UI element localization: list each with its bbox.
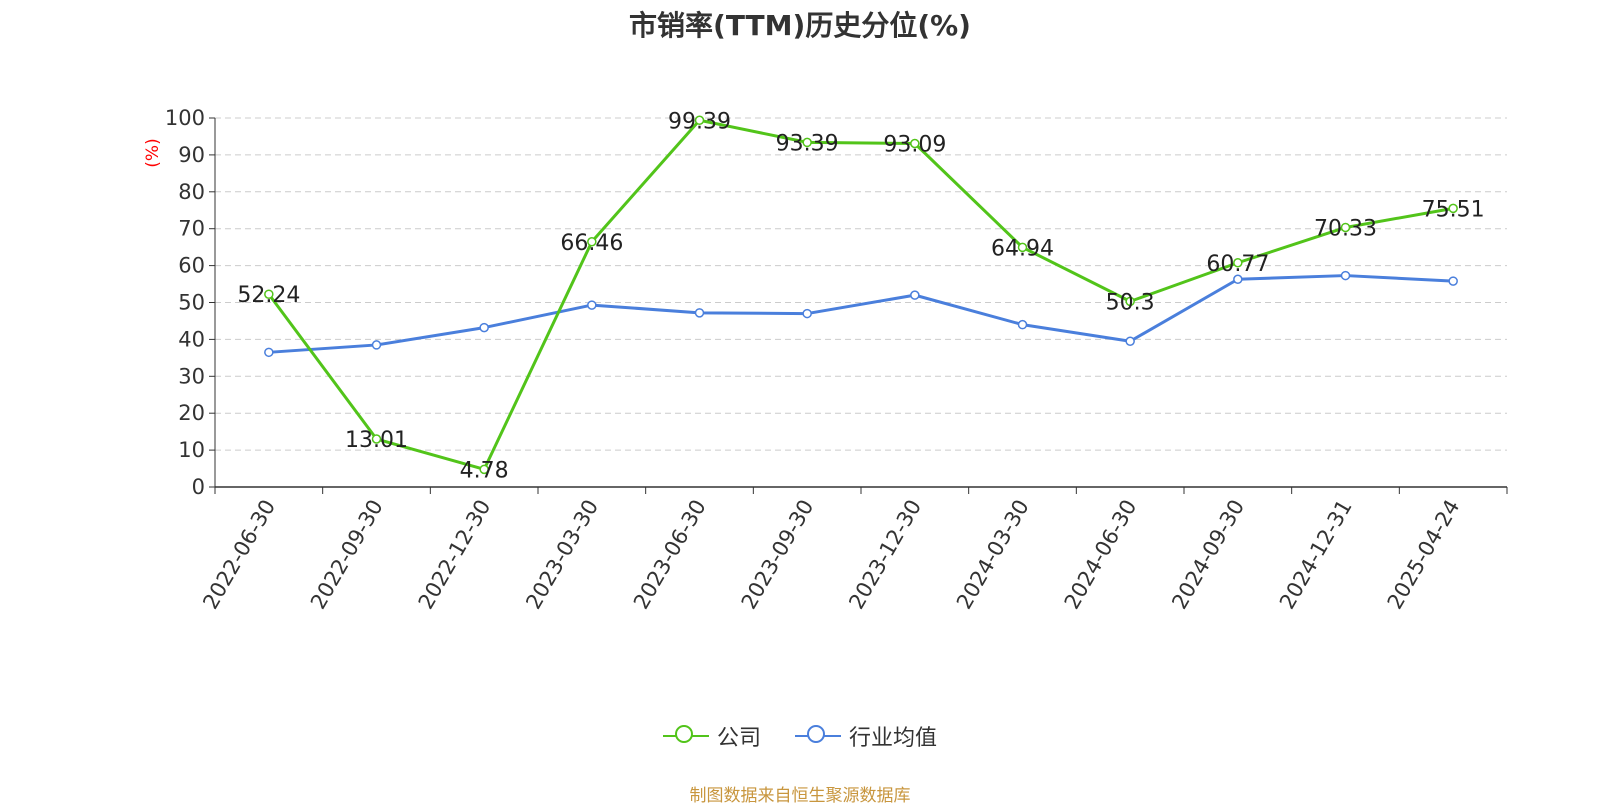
data-label: 66.46 xyxy=(560,231,623,256)
y-tick-label: 0 xyxy=(192,475,205,499)
y-tick-label: 30 xyxy=(178,364,205,388)
series-1-point xyxy=(1448,276,1458,286)
data-label: 70.33 xyxy=(1314,216,1377,241)
x-tick-label: 2024-06-30 xyxy=(1060,496,1142,614)
series-1-point xyxy=(479,322,489,333)
series-1-point xyxy=(264,347,274,358)
x-tick-label: 2023-09-30 xyxy=(737,496,819,614)
series-1-point xyxy=(1125,336,1135,346)
series-0-point xyxy=(1125,296,1135,307)
x-tick-label: 2024-09-30 xyxy=(1167,496,1249,614)
series-0-point xyxy=(802,137,812,148)
y-tick-label: 20 xyxy=(178,401,205,425)
x-tick-label: 2022-06-30 xyxy=(198,496,280,614)
x-tick-label: 2024-03-30 xyxy=(952,496,1034,614)
series-1-point xyxy=(1017,319,1028,330)
legend-marker-icon xyxy=(662,724,709,748)
series-0-point xyxy=(371,434,382,444)
data-label: 4.78 xyxy=(460,458,509,483)
series-1-point xyxy=(694,308,705,318)
chart-title: 市销率(TTM)历史分位(%) xyxy=(629,9,971,42)
y-tick-label: 70 xyxy=(178,217,205,241)
series-0-point xyxy=(1448,203,1458,214)
y-tick-label: 60 xyxy=(178,254,205,278)
source-note: 制图数据来自恒生聚源数据库 xyxy=(689,786,911,806)
x-tick-label: 2023-12-30 xyxy=(844,495,926,613)
x-tick-label: 2023-03-30 xyxy=(521,496,603,614)
series-line-1 xyxy=(268,274,1454,354)
series-1-point xyxy=(1233,274,1243,285)
series-0-point xyxy=(1017,242,1028,253)
legend-item-1[interactable]: 行业均值 xyxy=(795,720,937,752)
y-axis-label: (%) xyxy=(143,138,163,167)
series-1-point xyxy=(802,308,812,319)
legend-label: 行业均值 xyxy=(849,726,938,751)
data-label: 93.09 xyxy=(883,132,946,157)
x-axis: 2022-06-30 2022-09-30 2022-12-30 2023-03-30… xyxy=(198,486,1508,614)
series-0-point xyxy=(910,138,920,149)
data-label: 50.3 xyxy=(1106,290,1155,315)
series-line-0 xyxy=(267,118,1454,471)
y-tick-label: 40 xyxy=(178,327,205,351)
x-tick-label: 2023-06-30 xyxy=(629,496,711,614)
data-label: 75.51 xyxy=(1422,197,1485,222)
grid-lines xyxy=(215,117,1507,451)
x-tick-label: 2022-09-30 xyxy=(306,496,388,614)
series-0-point xyxy=(479,464,489,475)
series-0-point xyxy=(694,115,705,126)
series-0-point xyxy=(1233,258,1243,268)
series-1-point xyxy=(371,340,382,350)
series-layer xyxy=(264,115,1458,475)
data-label: 99.39 xyxy=(668,109,731,134)
series-0-point xyxy=(264,289,274,299)
y-tick-label: 100 xyxy=(165,106,205,130)
series-1-point xyxy=(1340,270,1351,281)
y-tick-label: 90 xyxy=(178,143,205,167)
data-label: 13.01 xyxy=(345,428,408,453)
data-label: 60.77 xyxy=(1206,252,1269,277)
x-tick-label: 2025-04-24 xyxy=(1383,496,1465,614)
data-label: 64.94 xyxy=(991,236,1054,261)
y-tick-label: 10 xyxy=(178,438,205,462)
y-axis: 0 10 20 30 40 50 60 70 80 90 100 xyxy=(165,106,216,499)
legend-label: 公司 xyxy=(716,726,761,751)
data-labels: 52.24 13.01 4.78 66.46 99.39 93.39 93.09 64.94 5… xyxy=(237,109,1484,483)
legend-item-0[interactable]: 公司 xyxy=(662,720,761,752)
y-tick-label: 50 xyxy=(178,291,205,315)
x-tick-label: 2024-12-31 xyxy=(1275,496,1357,614)
series-0-point xyxy=(587,237,597,247)
legend: 公司 行业均值 xyxy=(0,720,1600,752)
y-tick-label: 80 xyxy=(178,180,205,204)
data-label: 93.39 xyxy=(776,131,839,156)
data-label: 52.24 xyxy=(237,283,300,308)
series-0-point xyxy=(1340,222,1351,233)
legend-marker-icon xyxy=(795,724,841,748)
x-tick-label: 2022-12-30 xyxy=(414,495,496,613)
series-1-point xyxy=(910,290,920,300)
series-1-point xyxy=(587,300,597,310)
